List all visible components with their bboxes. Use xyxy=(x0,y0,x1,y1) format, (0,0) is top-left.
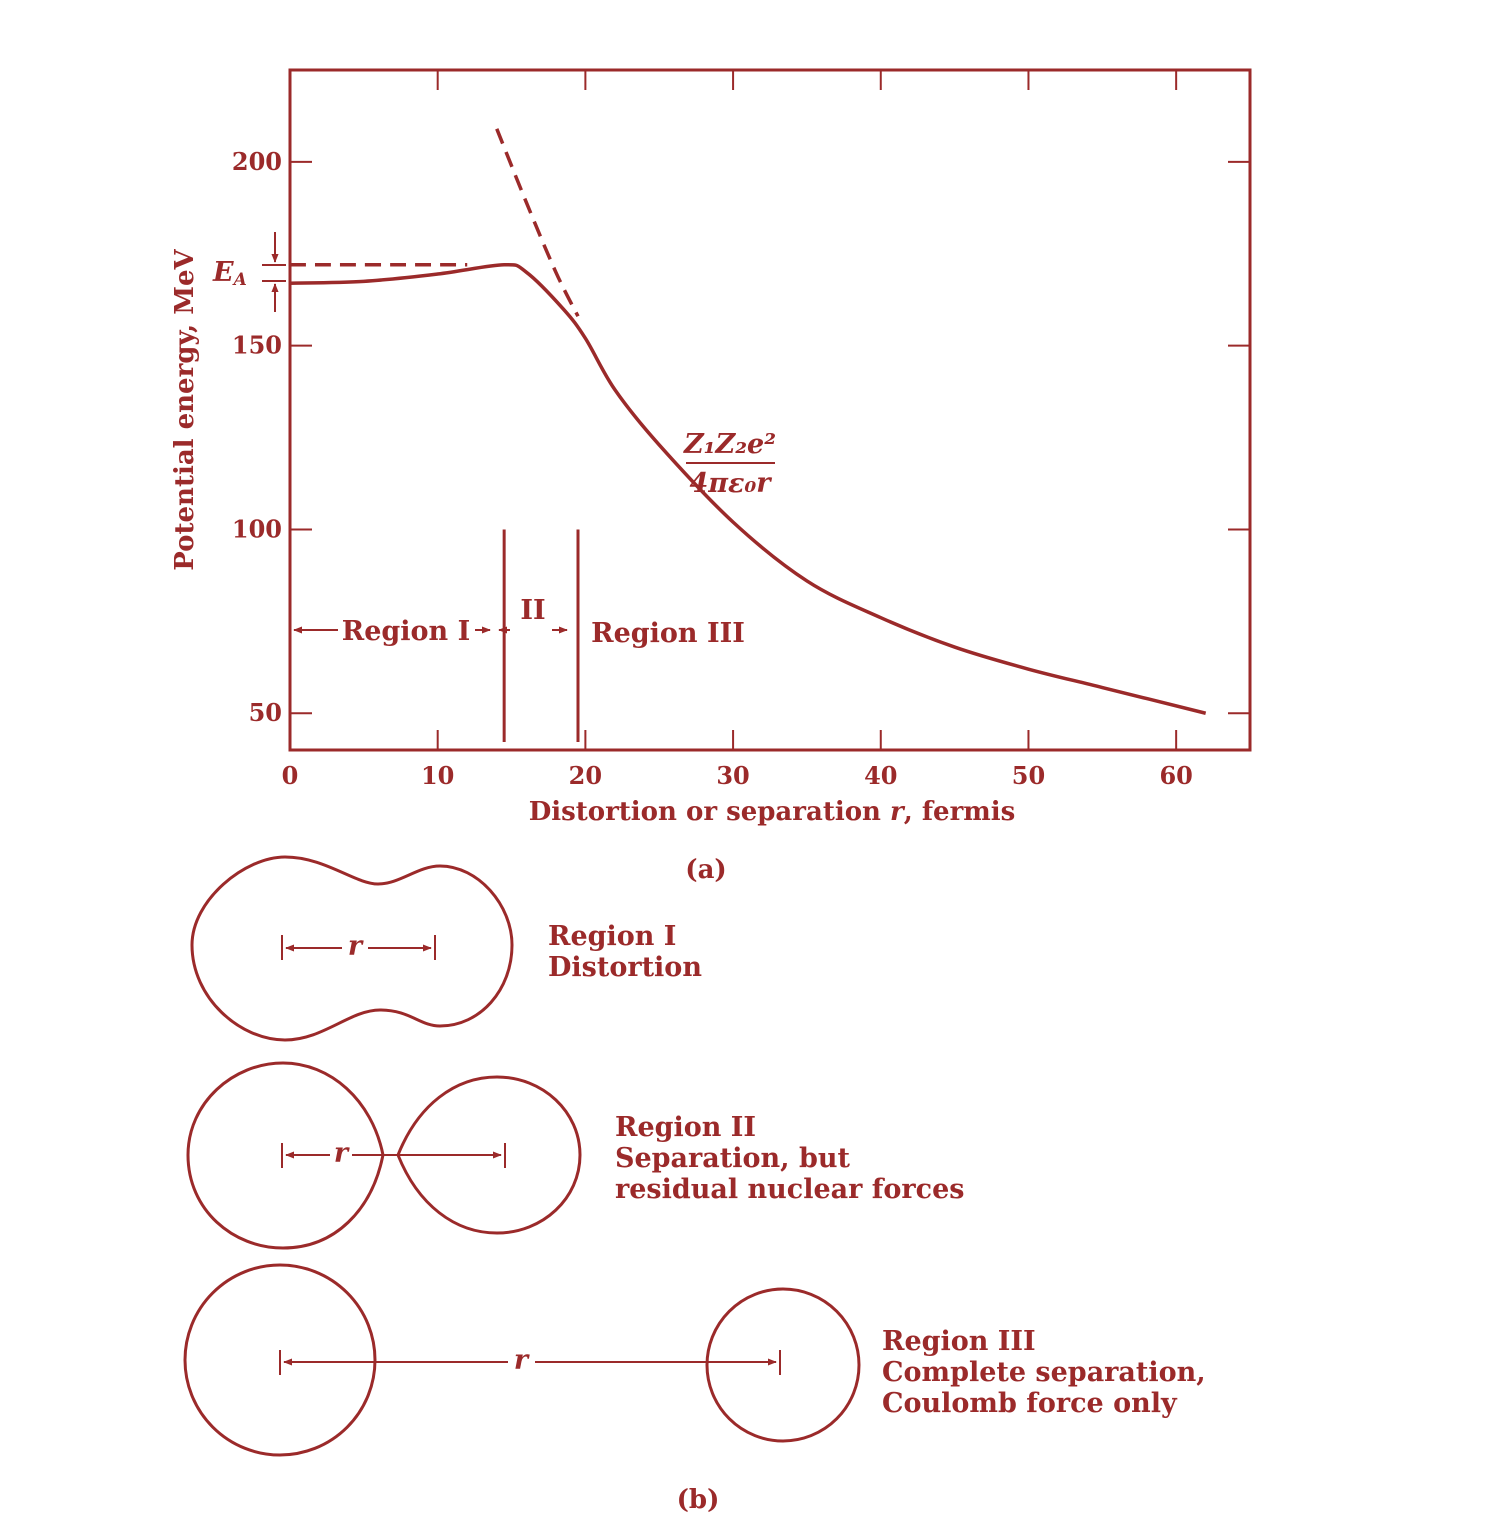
r-label-region-iii: r xyxy=(514,1345,530,1376)
region-iii-label: Region III xyxy=(591,618,745,649)
x-tick-label: 20 xyxy=(569,761,602,790)
ea-marker: EA xyxy=(212,232,286,312)
x-tick-label: 40 xyxy=(864,761,897,790)
y-axis-ticks: 50 100 150 200 xyxy=(232,147,1250,727)
dashed-series-1 xyxy=(495,128,580,318)
region-ii-title: Region II xyxy=(615,1112,756,1143)
y-tick-label: 150 xyxy=(232,331,282,360)
region-i-label: Region I xyxy=(342,616,470,647)
nucleus-distortion-shape xyxy=(190,855,514,1042)
x-tick-label: 10 xyxy=(421,761,454,790)
plot-frame xyxy=(288,68,1252,752)
y-axis-label: Potential energy, MeV xyxy=(170,248,200,570)
x-axis-label: Distortion or separation r, fermis xyxy=(529,797,1016,827)
region-i-title: Region I xyxy=(548,921,676,952)
coulomb-formula: Z₁Z₂e² 4πε₀r xyxy=(683,429,776,499)
caption-a: (a) xyxy=(685,855,726,885)
region-boundaries xyxy=(502,529,580,742)
formula-denominator: 4πε₀r xyxy=(689,468,772,499)
x-tick-label: 0 xyxy=(282,761,299,790)
y-tick-label: 100 xyxy=(232,514,282,543)
x-tick-label: 60 xyxy=(1159,761,1192,790)
region-iii-title: Region III xyxy=(882,1326,1036,1357)
x-tick-label: 50 xyxy=(1012,761,1045,790)
region-i-desc-1: Distortion xyxy=(548,952,702,983)
region-ii-desc-2: residual nuclear forces xyxy=(615,1174,964,1205)
caption-b: (b) xyxy=(677,1485,720,1515)
nucleus-complete-separation-shape xyxy=(183,1263,861,1457)
potential-energy-chart: 0 10 20 30 40 50 60 50 100 150 200 Potential ener… xyxy=(170,68,1252,827)
x-axis-label-var: r xyxy=(890,797,906,827)
nucleus-separation-shape xyxy=(186,1061,582,1250)
region-ii-label: II xyxy=(520,595,545,626)
potential-curve-0 xyxy=(289,262,1207,715)
x-axis-ticks: 0 10 20 30 40 50 60 xyxy=(282,70,1193,790)
r-label-region-ii: r xyxy=(334,1138,350,1169)
region-ii-desc-1: Separation, but xyxy=(615,1143,850,1174)
ea-label: EA xyxy=(212,257,247,290)
formula-numerator: Z₁Z₂e² xyxy=(683,429,776,460)
r-label-region-i: r xyxy=(348,931,364,962)
y-tick-label: 200 xyxy=(232,147,282,176)
region-iii-desc-1: Complete separation, xyxy=(882,1357,1206,1388)
x-tick-label: 30 xyxy=(716,761,749,790)
r-arrow-region-ii: r xyxy=(281,1138,506,1169)
region-iii-desc-2: Coulomb force only xyxy=(882,1388,1178,1419)
y-tick-label: 50 xyxy=(249,698,282,727)
x-axis-label-unit: , fermis xyxy=(904,797,1016,827)
chart-series xyxy=(289,128,1207,715)
x-axis-label-text: Distortion or separation xyxy=(529,797,881,827)
r-arrow-region-iii: r xyxy=(279,1345,781,1376)
r-arrow-region-i: r xyxy=(281,931,436,962)
